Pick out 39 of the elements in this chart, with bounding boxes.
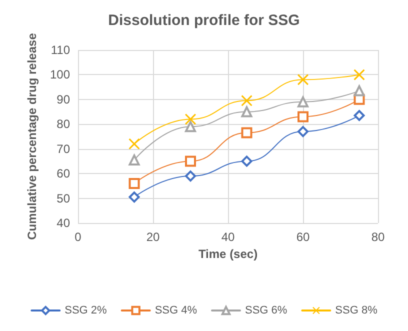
y-tick-label: 50 — [56, 191, 70, 206]
y-tick-label: 80 — [56, 117, 70, 132]
x-tick-label: 40 — [221, 230, 235, 244]
point — [298, 111, 308, 122]
point — [185, 121, 196, 132]
y-tick-label: 70 — [56, 142, 70, 156]
point — [298, 96, 308, 108]
legend-label: SSG 8% — [335, 304, 378, 316]
point — [298, 74, 308, 86]
point — [185, 114, 196, 125]
point — [354, 85, 365, 96]
y-tick-label: 60 — [56, 166, 70, 181]
x-tick-label: 0 — [74, 230, 82, 244]
point — [128, 178, 140, 189]
point — [128, 138, 140, 150]
point — [298, 126, 308, 138]
x-axis-title: Time (sec) — [198, 246, 258, 261]
point — [128, 192, 140, 203]
legend-label: SSG 4% — [154, 304, 198, 316]
y-axis-title: Cumulative percentage drug release — [25, 32, 39, 240]
x-tick-label: 60 — [296, 230, 310, 244]
point — [354, 69, 365, 80]
point — [354, 110, 365, 121]
point — [185, 170, 196, 182]
y-tick-label: 90 — [56, 92, 70, 106]
y-tick-label: 40 — [56, 216, 70, 230]
y-tick-label: 110 — [50, 43, 70, 57]
point — [241, 127, 252, 138]
chart-title: Dissolution profile for SSG — [108, 12, 300, 29]
point — [241, 156, 252, 167]
point — [241, 95, 252, 106]
point — [185, 156, 196, 167]
legend-label: SSG 2% — [64, 304, 108, 316]
y-tick-label: 100 — [50, 68, 70, 82]
legend-label: SSG 6% — [245, 304, 288, 316]
x-tick-label: 20 — [146, 230, 160, 244]
point — [241, 106, 252, 118]
point — [128, 154, 140, 166]
x-tick-label: 80 — [371, 230, 385, 244]
